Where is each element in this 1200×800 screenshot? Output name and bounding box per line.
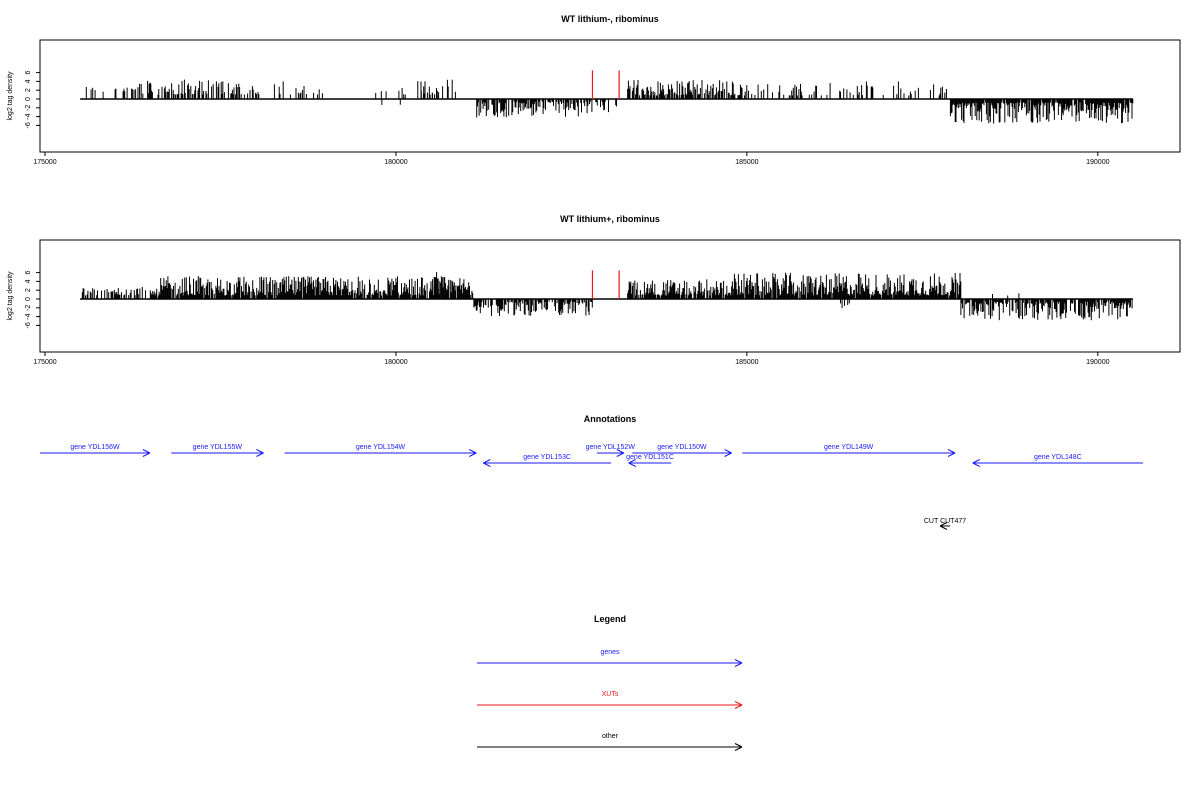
xut-highlight-lithium-plus (591, 270, 620, 299)
gene-label: gene YDL148C (1034, 454, 1082, 461)
arrow-head (628, 459, 636, 464)
x-tick-label: 190000 (1086, 159, 1109, 166)
gene-feature: gene YDL151C (626, 454, 674, 467)
gene-feature: gene YDL155W (171, 444, 264, 457)
cut-feature: CUT CUT477 (924, 518, 966, 530)
gene-label: gene YDL156W (70, 444, 120, 451)
arrow-head (939, 525, 948, 530)
legend: Legend genes XUTs other (477, 614, 743, 751)
panel-title-lithium-minus: WT lithium-, ribominus (561, 14, 659, 24)
gene-label: gene YDL153C (523, 454, 571, 461)
gene-feature: gene YDL150W (632, 444, 732, 457)
gene-label: gene YDL155W (193, 444, 243, 451)
arrow-head (483, 462, 491, 467)
x-tick-label: 185000 (735, 159, 758, 166)
x-tick-label: 190000 (1086, 359, 1109, 366)
panel-title-lithium-plus: WT lithium+, ribominus (560, 214, 660, 224)
legend-item-other: other (477, 733, 743, 751)
x-tick-label: 180000 (384, 359, 407, 366)
x-tick-label: 185000 (735, 359, 758, 366)
arrow-head (256, 452, 264, 457)
plot-frame-lithium-minus (39, 39, 1181, 153)
y-tick-label: -2 (25, 305, 32, 311)
y-tick-label: 0 (25, 297, 32, 301)
arrow-head (939, 522, 948, 527)
y-axis-label-lithium-minus: log2 tag density (7, 71, 14, 121)
y-tick-label: -4 (25, 313, 32, 319)
arrow-head (734, 743, 743, 748)
axis-ticks-lithium-minus: 175000 180000 185000 190000 -6 -4 -2 0 2 4 6 (25, 71, 1110, 166)
annotation-features: gene YDL156W gene YDL155W gene YDL154W gene… (40, 444, 1143, 530)
arrow-head (469, 449, 477, 454)
arrow-head (734, 701, 743, 706)
y-tick-label: 6 (25, 271, 32, 275)
annotations-track: Annotations gene YDL156W gene YDL155W gene… (40, 414, 1143, 530)
arrow-head (616, 452, 624, 457)
y-axis-label-lithium-plus: log2 tag density (7, 271, 14, 321)
annotations-title: Annotations (584, 414, 637, 424)
gene-feature: gene YDL152W (586, 444, 636, 457)
y-tick-label: 4 (25, 79, 32, 83)
arrow-head (734, 704, 743, 709)
arrow-head (734, 659, 743, 664)
arrow-head (972, 459, 980, 464)
legend-item-xuts: XUTs (477, 691, 743, 709)
xut-highlight-lithium-minus (591, 70, 620, 99)
y-tick-label: -6 (25, 322, 32, 328)
density-bars-lithium-minus (85, 79, 1134, 124)
x-tick-label: 175000 (33, 159, 56, 166)
y-tick-label: 0 (25, 97, 32, 101)
cut-label: CUT CUT477 (924, 518, 966, 525)
legend-item-genes: genes (477, 649, 743, 667)
arrow-head (724, 449, 732, 454)
arrow-head (142, 449, 151, 454)
legend-title: Legend (594, 614, 626, 624)
gene-label: gene YDL154W (356, 444, 406, 451)
legend-label: other (602, 733, 619, 740)
arrow-head (628, 462, 636, 467)
arrow-head (142, 452, 151, 457)
arrow-head (469, 452, 477, 457)
legend-items: genes XUTs other (477, 649, 743, 751)
x-tick-label: 175000 (33, 359, 56, 366)
gene-label: gene YDL152W (586, 444, 636, 451)
y-tick-label: 4 (25, 279, 32, 283)
y-tick-label: -6 (25, 122, 32, 128)
gene-feature: gene YDL153C (483, 454, 612, 467)
legend-label: genes (600, 649, 620, 656)
arrow-head (734, 662, 743, 667)
gene-feature: gene YDL154W (284, 444, 477, 457)
arrow-head (483, 459, 491, 464)
y-tick-label: -2 (25, 105, 32, 111)
plot-frame-lithium-plus (39, 239, 1181, 353)
arrow-head (947, 452, 956, 457)
arrow-head (616, 449, 624, 454)
gene-feature: gene YDL148C (972, 454, 1143, 467)
gene-feature: gene YDL156W (40, 444, 151, 457)
y-tick-label: -4 (25, 113, 32, 119)
x-tick-label: 180000 (384, 159, 407, 166)
arrow-head (734, 746, 743, 751)
gene-feature: gene YDL149W (742, 444, 956, 457)
gene-label: gene YDL151C (626, 454, 674, 461)
arrow-head (972, 462, 980, 467)
density-bars-lithium-plus (81, 272, 1133, 321)
legend-label: XUTs (602, 691, 619, 698)
panel-lithium-plus: WT lithium+, ribominus log2 tag density … (7, 214, 1181, 366)
arrow-head (947, 449, 956, 454)
arrow-head (256, 449, 264, 454)
panel-lithium-minus: WT lithium-, ribominus log2 tag density … (7, 14, 1181, 166)
y-tick-label: 2 (25, 288, 32, 292)
gene-label: gene YDL150W (657, 444, 707, 451)
y-tick-label: 2 (25, 88, 32, 92)
gene-label: gene YDL149W (824, 444, 874, 451)
arrow-head (724, 452, 732, 457)
axis-ticks-lithium-plus: 175000 180000 185000 190000 -6 -4 -2 0 2 4 6 (25, 271, 1110, 366)
y-tick-label: 6 (25, 71, 32, 75)
